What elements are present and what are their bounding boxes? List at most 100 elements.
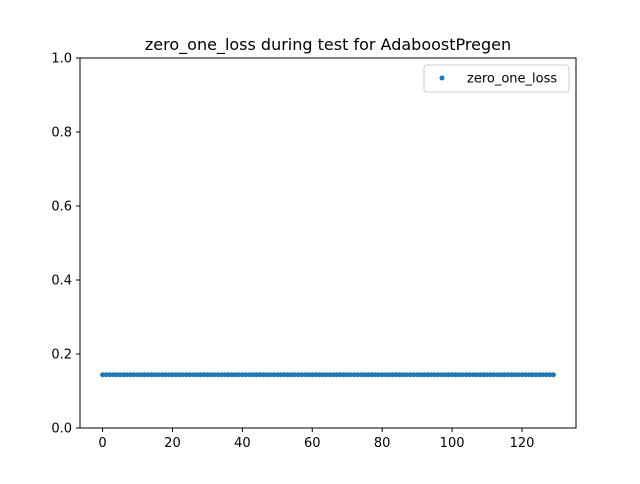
data-point [285,372,291,378]
data-point [316,372,322,378]
data-point [141,372,147,378]
data-point [313,372,319,378]
x-tick-label: 60 [304,436,321,451]
points-layer [100,372,556,378]
data-point [103,372,109,378]
x-tick-label: 80 [374,436,391,451]
data-point [348,372,354,378]
data-point [124,372,130,378]
data-point [526,372,532,378]
data-point [197,372,203,378]
data-point [117,372,123,378]
plot-frame [79,57,577,429]
y-tick-label: 0.4 [51,274,72,289]
data-point [246,372,252,378]
data-point [187,372,193,378]
data-point [148,372,154,378]
data-point [173,372,179,378]
data-point [344,372,350,378]
data-point [351,372,357,378]
data-point [421,372,427,378]
data-point [222,372,228,378]
data-point [383,372,389,378]
y-tick-label: 0.8 [51,126,72,141]
data-point [131,372,137,378]
data-point [159,372,165,378]
data-point [474,372,480,378]
data-point [393,372,399,378]
data-point [446,372,452,378]
data-point [358,372,364,378]
data-point [323,372,329,378]
data-point [288,372,294,378]
data-point [274,372,280,378]
data-point [155,372,161,378]
legend-marker [439,75,445,81]
data-point [543,372,549,378]
data-point [292,372,298,378]
data-point [107,372,113,378]
data-point [208,372,214,378]
data-point [341,372,347,378]
data-point [442,372,448,378]
data-point [460,372,466,378]
data-point [232,372,238,378]
x-tick-label: 20 [164,436,181,451]
data-point [512,372,518,378]
data-point [372,372,378,378]
data-point [547,372,553,378]
data-point [138,372,144,378]
data-point [453,372,459,378]
data-point [134,372,140,378]
data-point [166,372,172,378]
data-point [169,372,175,378]
data-point [362,372,368,378]
data-point [484,372,490,378]
data-point [400,372,406,378]
data-point [495,372,501,378]
chart-title: zero_one_loss during test for AdaboostPr… [145,35,511,55]
y-tick-label: 1.0 [51,52,72,67]
data-point [176,372,182,378]
x-tick-label: 120 [510,436,535,451]
data-point [467,372,473,378]
data-point [498,372,504,378]
data-point [390,372,396,378]
x-tick-label: 0 [98,436,106,451]
data-point [225,372,231,378]
data-point [145,372,151,378]
data-point [529,372,535,378]
x-tick-label: 100 [440,436,465,451]
data-point [320,372,326,378]
data-point [229,372,235,378]
data-point [449,372,455,378]
data-point [250,372,256,378]
data-point [540,372,546,378]
data-point [432,372,438,378]
data-point [414,372,420,378]
data-point [260,372,266,378]
y-tick-label: 0.0 [51,422,72,437]
data-point [519,372,525,378]
data-point [299,372,305,378]
data-point [481,372,487,378]
data-point [516,372,522,378]
data-point [397,372,403,378]
data-point [110,372,116,378]
y-axis: 0.0 0.2 0.4 0.6 0.8 1.0 [51,52,80,437]
data-point [128,372,134,378]
data-point [369,372,375,378]
data-point [253,372,259,378]
y-tick-label: 0.6 [51,200,72,215]
data-point [355,372,361,378]
data-point [121,372,127,378]
data-point [407,372,413,378]
data-point [365,372,371,378]
data-point [477,372,483,378]
data-point [281,372,287,378]
data-point [267,372,273,378]
data-point [439,372,445,378]
data-point [243,372,249,378]
